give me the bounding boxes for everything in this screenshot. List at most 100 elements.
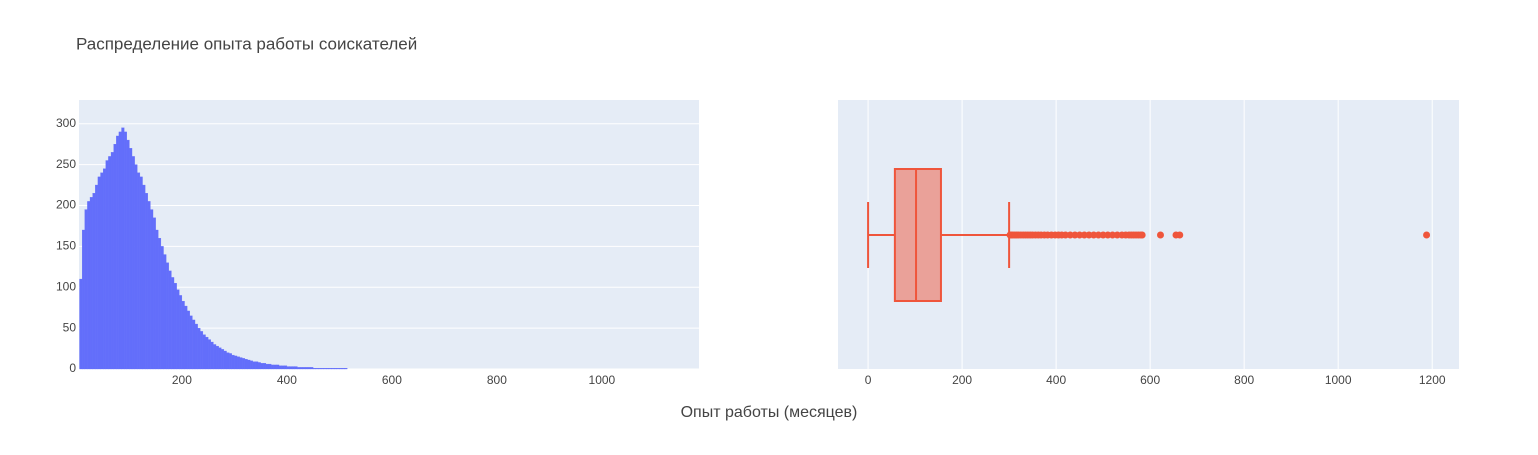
histogram-bar — [139, 176, 143, 370]
histogram-bar — [234, 355, 238, 370]
histogram-bar — [184, 305, 188, 370]
histogram-bar — [176, 289, 180, 370]
histogram-bar — [336, 368, 340, 370]
histogram-bar — [129, 148, 133, 370]
histogram-bar — [158, 238, 162, 370]
box — [893, 168, 942, 302]
histogram-bar — [218, 347, 222, 370]
y-tick-label: 200 — [56, 198, 76, 212]
histogram-bar — [312, 368, 316, 370]
y-tick-label: 250 — [56, 157, 76, 171]
histogram-bar — [92, 193, 96, 370]
outlier — [1138, 231, 1146, 239]
outlier — [1156, 231, 1164, 239]
histogram-bar — [179, 295, 183, 370]
histogram-bar — [152, 217, 156, 370]
x-tick-label: 800 — [1234, 373, 1254, 387]
histogram-bar — [257, 362, 261, 370]
x-tick-label: 400 — [277, 373, 297, 387]
histogram-bar — [310, 367, 314, 370]
histogram-bar — [339, 368, 343, 370]
histogram-bar — [255, 361, 259, 370]
histogram-bar — [344, 368, 348, 370]
histogram-bar — [265, 363, 269, 370]
histogram-bar — [186, 310, 190, 370]
histogram-bar — [221, 349, 225, 370]
histogram-bar — [165, 262, 169, 370]
histogram-bar — [163, 254, 167, 370]
histogram-bar — [268, 363, 272, 370]
histogram-bar — [242, 358, 246, 370]
x-tick-label: 1000 — [1325, 373, 1352, 387]
x-tick-label: 1000 — [589, 373, 616, 387]
histogram-bar — [247, 359, 251, 370]
histogram-bar — [326, 368, 330, 370]
histogram-bar — [142, 184, 146, 370]
x-tick-label: 0 — [865, 373, 872, 387]
y-tick-label: 0 — [69, 361, 76, 375]
histogram-bar — [160, 246, 164, 370]
histogram-bar — [341, 368, 345, 370]
histogram-bar — [89, 197, 93, 370]
histogram-bar — [171, 277, 175, 370]
histogram-bar — [144, 193, 148, 370]
histogram-bar — [328, 368, 332, 370]
histogram-bar — [333, 368, 337, 370]
histogram-bar — [307, 367, 311, 370]
histogram-bar — [181, 300, 185, 370]
histogram-bar — [197, 327, 201, 370]
histogram-bar — [318, 368, 322, 370]
histogram-bar — [116, 135, 120, 370]
histogram-bar — [84, 209, 88, 370]
outlier — [1423, 231, 1431, 239]
histogram-bar — [131, 156, 135, 370]
histogram-bar — [276, 364, 280, 370]
histogram-bar — [284, 365, 288, 370]
histogram-bar — [79, 278, 83, 370]
histogram-bar — [260, 363, 264, 370]
histogram-bar — [331, 368, 335, 370]
histogram-bar — [108, 156, 112, 370]
histogram-bar — [126, 139, 130, 370]
x-tick-label: 200 — [952, 373, 972, 387]
outlier — [1176, 231, 1184, 239]
histogram-bar — [200, 331, 204, 370]
histogram-bar — [168, 270, 172, 370]
histogram-bar — [286, 366, 290, 370]
histogram-bar — [173, 282, 177, 370]
histogram-bar — [273, 364, 277, 370]
y-tick-label: 150 — [56, 239, 76, 253]
histogram-bar — [147, 201, 151, 370]
histogram-bar — [87, 201, 91, 370]
histogram-bar — [118, 131, 122, 370]
histogram-bar — [137, 172, 141, 370]
y-tick-label: 100 — [56, 279, 76, 293]
histogram-bar — [97, 176, 101, 370]
histogram-bar — [150, 209, 154, 370]
x-tick-label: 600 — [1140, 373, 1160, 387]
histogram-bar — [281, 365, 285, 370]
histogram-bar — [231, 354, 235, 370]
histogram-bar — [302, 367, 306, 370]
histogram-bar — [228, 353, 232, 370]
histogram-bar — [110, 152, 114, 370]
histogram-bar — [239, 357, 243, 370]
histogram-bar — [207, 339, 211, 370]
histogram-bar — [210, 341, 214, 370]
y-tick-label: 300 — [56, 116, 76, 130]
histogram-bar — [123, 131, 127, 370]
histogram-bar — [297, 367, 301, 370]
histogram-bar — [249, 360, 253, 370]
histogram-bar — [305, 367, 309, 370]
x-tick-label: 400 — [1046, 373, 1066, 387]
histogram-bar — [244, 359, 248, 370]
histogram-bar — [121, 127, 125, 370]
histogram-bar — [223, 350, 227, 370]
histogram-bar — [81, 229, 85, 370]
histogram-bar — [315, 368, 319, 370]
histogram-bar — [320, 368, 324, 370]
histogram-bar — [215, 345, 219, 370]
histogram-bar — [289, 366, 293, 370]
histogram-bar — [194, 323, 198, 370]
histogram-bar — [192, 319, 196, 370]
